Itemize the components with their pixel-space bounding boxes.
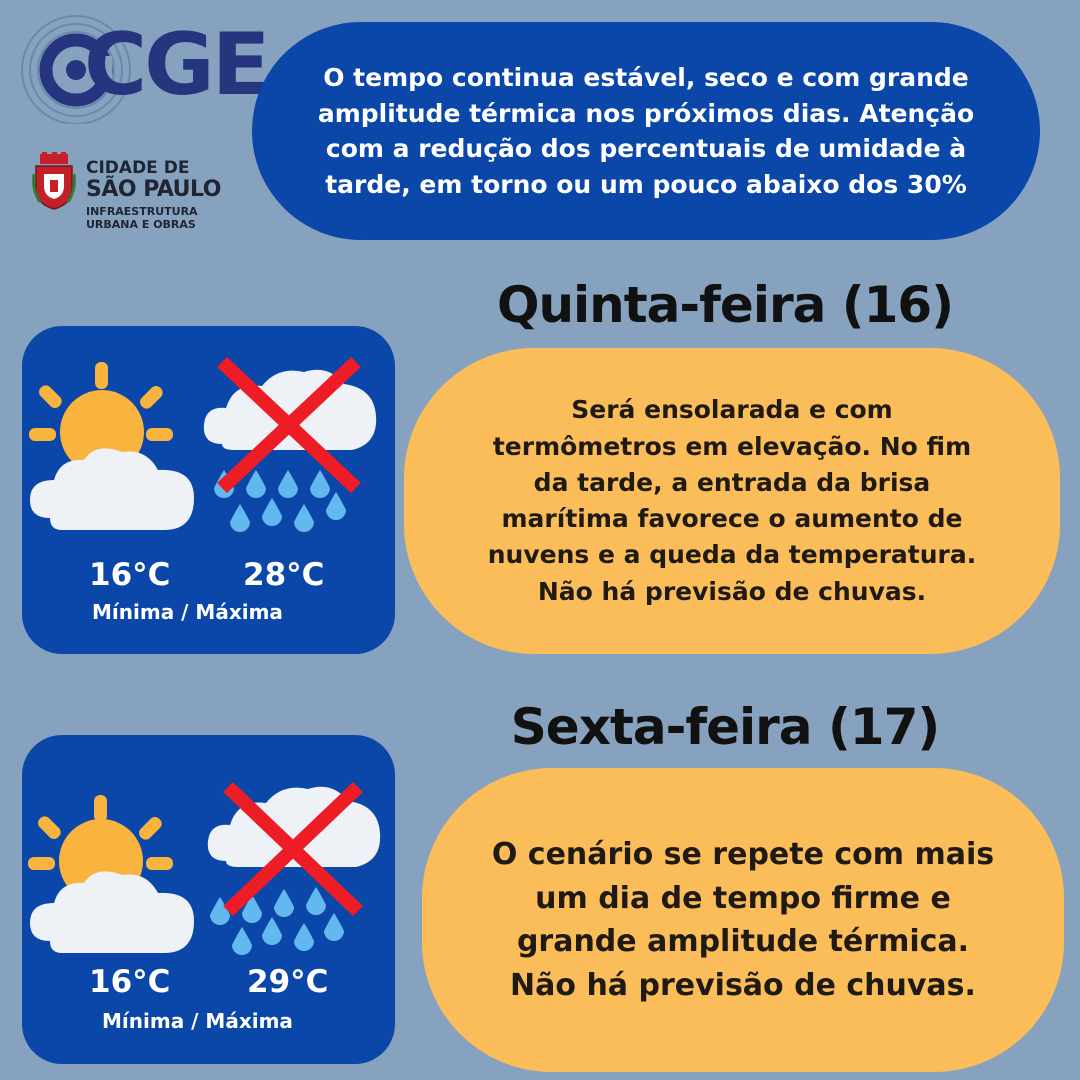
day2-forecast-bubble: O cenário se repete com mais um dia de t… [422, 768, 1064, 1072]
city-crest-icon [32, 152, 76, 210]
city-department: INFRAESTRUTURA URBANA E OBRAS [86, 205, 198, 231]
day1-icons [29, 356, 377, 532]
partly-sunny-icon [29, 362, 194, 530]
city-logo: CIDADE DE SÃO PAULO INFRAESTRUTURA URBAN… [32, 152, 232, 242]
day2-min-temp: 16°C [89, 964, 171, 1000]
partly-sunny-icon [28, 795, 194, 953]
intro-banner: O tempo continua estável, seco e com gra… [252, 22, 1040, 240]
day2-max-temp: 29°C [247, 964, 329, 1000]
day2-title: Sexta-feira (17) [510, 698, 940, 756]
day1-forecast-bubble: Será ensolarada e com termômetros em ele… [404, 348, 1060, 654]
day1-title: Quinta-feira (16) [496, 276, 954, 334]
no-rain-icon [207, 781, 381, 955]
cge-logo-text: CGE [84, 15, 270, 115]
day2-weather-card: 16°C 29°C Mínima / Máxima [22, 735, 395, 1064]
city-name-line1: CIDADE DE [86, 158, 190, 178]
day1-temp-label: Mínima / Máxima [92, 600, 283, 624]
day1-forecast-text: Será ensolarada e com termômetros em ele… [487, 395, 977, 606]
intro-text: O tempo continua estável, seco e com gra… [317, 63, 975, 199]
city-name-line2: SÃO PAULO [86, 177, 222, 202]
day1-min-temp: 16°C [89, 557, 171, 593]
day2-icons [28, 781, 381, 955]
day2-temp-label: Mínima / Máxima [102, 1009, 293, 1033]
no-rain-icon [203, 356, 377, 532]
day2-forecast-text: O cenário se repete com mais um dia de t… [491, 837, 995, 1003]
day1-max-temp: 28°C [243, 557, 325, 593]
day1-weather-card: 16°C 28°C Mínima / Máxima [22, 326, 395, 654]
cge-logo-rings [21, 15, 131, 124]
